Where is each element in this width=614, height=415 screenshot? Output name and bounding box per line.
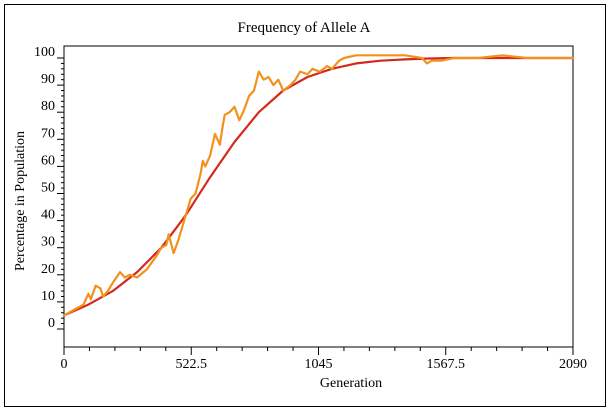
y-tick-label: 90 xyxy=(41,72,55,87)
y-tick-label: 70 xyxy=(41,126,55,141)
y-tick-label: 60 xyxy=(41,153,55,168)
y-axis-label: Percentage in Population xyxy=(13,131,28,271)
x-axis-label: Generation xyxy=(320,376,382,391)
x-tick-label: 1045 xyxy=(305,357,333,372)
y-tick-label: 20 xyxy=(41,262,55,277)
y-tick-label: 100 xyxy=(34,45,55,60)
series-lines xyxy=(62,54,575,317)
x-tick-label: 2090 xyxy=(559,357,587,372)
y-tick-label: 80 xyxy=(41,99,55,114)
plot-area xyxy=(63,45,574,348)
x-tick-label: 522.5 xyxy=(176,357,208,372)
x-axis: 0 522.5 1045 1567.5 2090 xyxy=(61,347,587,372)
y-tick-label: 50 xyxy=(41,181,55,196)
y-axis: 0 10 20 30 40 50 60 70 80 90 100 xyxy=(34,45,64,331)
simulated-frequency-line xyxy=(62,54,575,317)
x-tick-label: 1567.5 xyxy=(427,357,466,372)
y-tick-label: 0 xyxy=(48,316,55,331)
y-tick-label: 10 xyxy=(41,289,55,304)
chart-title: Frequency of Allele A xyxy=(238,20,371,36)
y-tick-label: 30 xyxy=(41,235,55,250)
y-tick-label: 40 xyxy=(41,208,55,223)
x-tick-label: 0 xyxy=(61,357,68,372)
